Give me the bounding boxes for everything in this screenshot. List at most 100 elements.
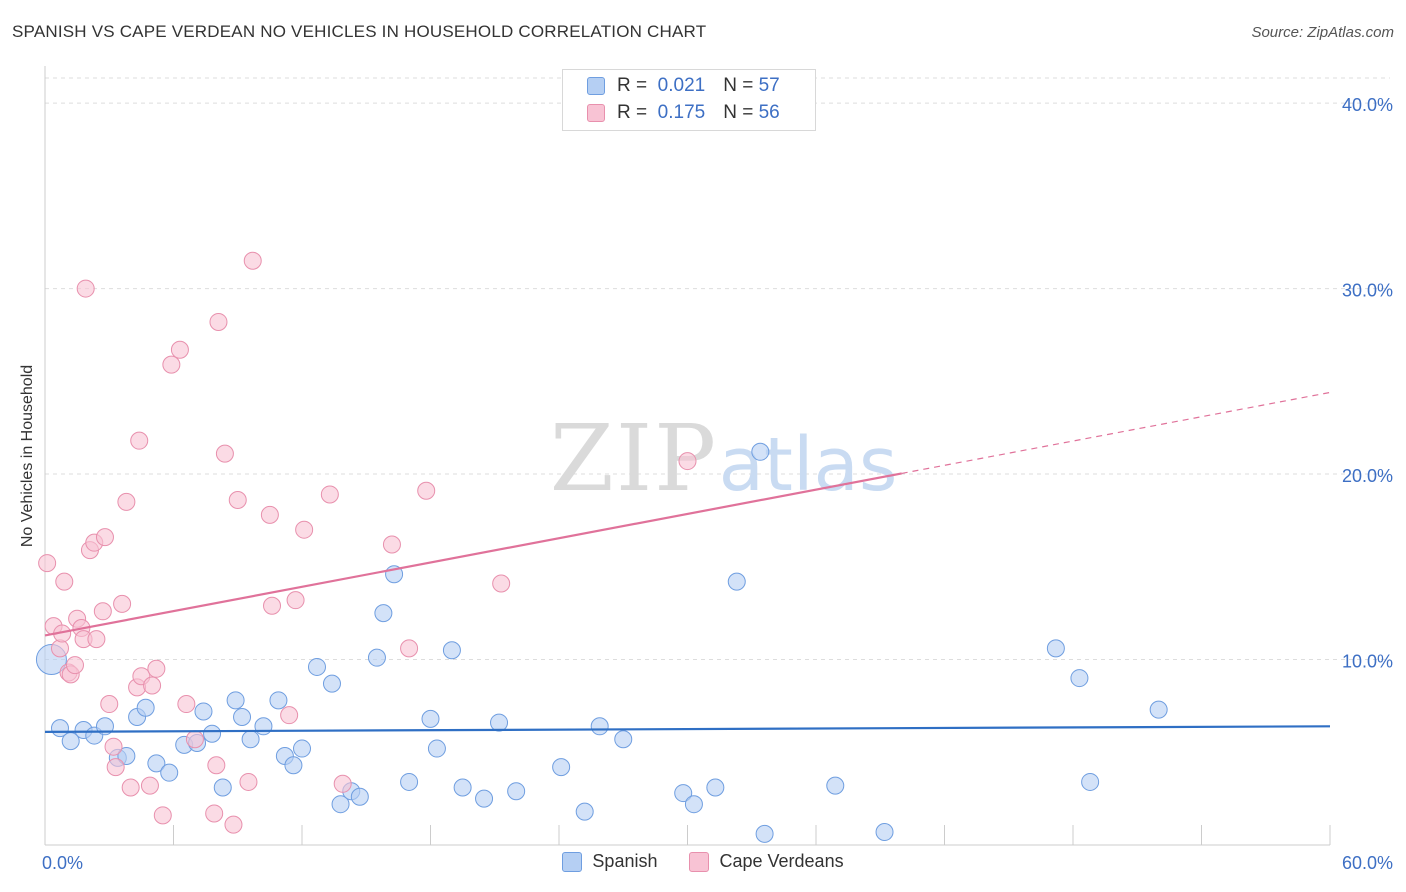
data-point bbox=[121, 778, 140, 797]
data-point bbox=[1046, 639, 1065, 658]
data-point bbox=[104, 737, 123, 756]
data-point bbox=[727, 572, 746, 591]
data-point bbox=[1070, 669, 1089, 688]
data-point bbox=[331, 795, 350, 814]
data-point bbox=[213, 778, 232, 797]
data-point bbox=[203, 724, 222, 743]
legend-n-value: 57 bbox=[758, 75, 780, 96]
y-tick-label: 30.0% bbox=[1342, 281, 1393, 301]
data-point bbox=[684, 795, 703, 814]
data-point bbox=[209, 312, 228, 331]
data-point bbox=[177, 695, 196, 714]
data-point bbox=[239, 772, 258, 791]
legend-n-value: 56 bbox=[758, 102, 780, 123]
legend-r-label: R = bbox=[617, 75, 648, 96]
data-point bbox=[100, 695, 119, 714]
stats-legend: R = 0.021 N = 57 R = 0.175 N = 56 bbox=[562, 69, 816, 131]
data-point bbox=[93, 602, 112, 621]
data-point bbox=[207, 756, 226, 775]
data-point bbox=[280, 706, 299, 725]
data-point bbox=[552, 758, 571, 777]
data-point bbox=[293, 739, 311, 758]
data-point bbox=[417, 481, 436, 500]
data-point bbox=[875, 823, 894, 842]
data-point bbox=[400, 639, 419, 658]
data-point bbox=[269, 691, 288, 710]
data-point bbox=[50, 639, 69, 658]
data-point bbox=[575, 802, 594, 821]
legend-item-cape-verdeans[interactable]: Cape Verdeans bbox=[689, 851, 844, 872]
data-point bbox=[162, 355, 181, 374]
data-point bbox=[95, 528, 114, 547]
legend-label-spanish: Spanish bbox=[592, 851, 658, 871]
x-tick-label: 60.0% bbox=[1342, 853, 1393, 873]
data-point bbox=[38, 554, 57, 573]
legend-row-cape-verdeans: R = 0.175 N = 56 bbox=[587, 101, 780, 125]
data-point bbox=[367, 648, 386, 667]
y-tick-label: 20.0% bbox=[1342, 466, 1393, 486]
watermark: ZIP atlas bbox=[550, 405, 898, 512]
data-point bbox=[194, 702, 213, 721]
data-point bbox=[241, 730, 260, 749]
data-point bbox=[147, 754, 166, 773]
data-point bbox=[243, 251, 262, 270]
data-point bbox=[507, 782, 526, 801]
data-point bbox=[260, 505, 279, 524]
data-point bbox=[224, 815, 243, 834]
data-point bbox=[751, 442, 770, 461]
data-point bbox=[706, 778, 725, 797]
legend-item-spanish[interactable]: Spanish bbox=[562, 851, 657, 872]
data-point bbox=[453, 778, 472, 797]
trend-line-extension bbox=[901, 391, 1331, 475]
data-point bbox=[590, 717, 609, 736]
data-point bbox=[140, 776, 159, 795]
tick-labels: 10.0% 20.0% 30.0% 40.0% 0.0% 60.0% bbox=[42, 95, 1393, 873]
data-point bbox=[153, 806, 172, 825]
legend-swatch-spanish bbox=[587, 77, 605, 95]
data-point bbox=[160, 763, 179, 782]
data-point bbox=[254, 717, 273, 736]
data-point bbox=[205, 804, 224, 823]
data-point bbox=[307, 657, 326, 676]
data-point bbox=[113, 594, 132, 613]
data-point bbox=[143, 676, 162, 695]
data-point bbox=[87, 630, 106, 649]
data-point bbox=[678, 452, 697, 471]
data-point bbox=[427, 739, 446, 758]
legend-row-spanish: R = 0.021 N = 57 bbox=[587, 74, 780, 98]
legend-swatch-spanish bbox=[562, 851, 583, 872]
data-point bbox=[147, 659, 166, 678]
grid-layer bbox=[45, 77, 1390, 661]
legend-n-label: N = bbox=[723, 102, 754, 123]
data-point bbox=[286, 591, 305, 610]
source-label: Source: ZipAtlas.com bbox=[1251, 24, 1394, 41]
data-point bbox=[106, 758, 125, 777]
data-point bbox=[614, 730, 633, 749]
series-cape-verdeans bbox=[38, 251, 697, 834]
legend-swatch-cape-verdeans bbox=[587, 104, 605, 122]
data-point bbox=[263, 596, 282, 615]
data-point bbox=[284, 756, 303, 775]
data-point bbox=[350, 787, 369, 806]
legend-label-cape-verdeans: Cape Verdeans bbox=[719, 851, 844, 871]
trend-line-0 bbox=[44, 725, 1331, 733]
data-point bbox=[400, 772, 419, 791]
series-legend: Spanish Cape Verdeans bbox=[0, 851, 1406, 872]
data-point bbox=[226, 691, 245, 710]
watermark-atlas: atlas bbox=[719, 422, 898, 508]
data-point bbox=[333, 774, 352, 793]
data-point bbox=[442, 641, 461, 660]
y-tick-label: 40.0% bbox=[1342, 95, 1393, 115]
legend-r-value: 0.175 bbox=[657, 102, 706, 123]
data-point bbox=[76, 279, 95, 298]
legend-swatch-cape-verdeans bbox=[689, 851, 710, 872]
data-point bbox=[755, 824, 774, 843]
trend-line-1 bbox=[44, 472, 902, 637]
data-point bbox=[320, 485, 339, 504]
legend-r-value: 0.021 bbox=[657, 75, 706, 96]
data-point bbox=[215, 444, 234, 463]
data-point bbox=[382, 535, 401, 554]
data-point bbox=[674, 784, 693, 803]
y-tick-label: 10.0% bbox=[1342, 652, 1393, 672]
